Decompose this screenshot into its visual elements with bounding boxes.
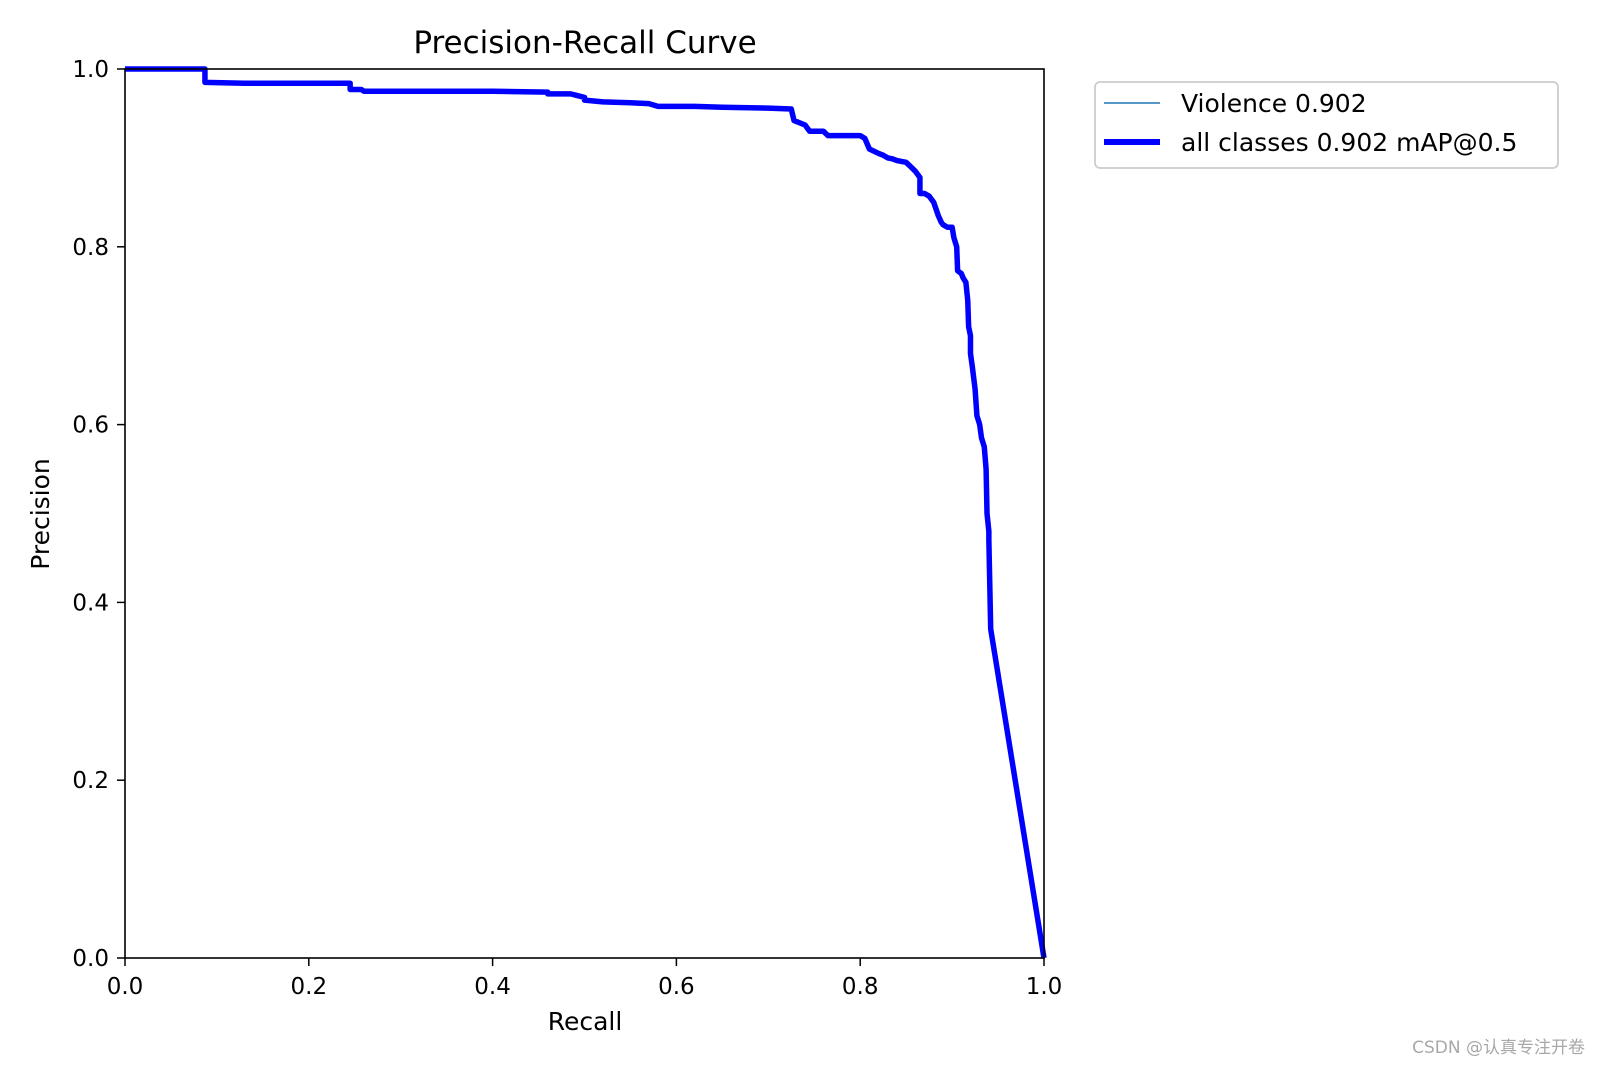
y-tick-label: 0.0	[72, 946, 109, 972]
x-tick-label: 0.4	[474, 974, 511, 1000]
y-tick-label: 0.4	[72, 590, 109, 616]
y-axis-label: Precision	[26, 458, 55, 570]
x-tick-label: 1.0	[1026, 974, 1063, 1000]
y-axis-ticks: 0.0 0.2 0.4 0.6 0.8 1.0	[72, 57, 125, 972]
x-tick-label: 0.2	[291, 974, 328, 1000]
legend: Violence 0.902 all classes 0.902 mAP@0.5	[1094, 81, 1559, 169]
legend-label-all-classes: all classes 0.902 mAP@0.5	[1181, 128, 1517, 157]
plot-area-frame	[124, 68, 1045, 959]
y-tick-label: 0.2	[72, 768, 109, 794]
x-axis-ticks: 0.0 0.2 0.4 0.6 0.8 1.0	[107, 958, 1063, 1000]
legend-label-violence: Violence 0.902	[1181, 89, 1367, 118]
x-tick-label: 0.8	[842, 974, 879, 1000]
x-axis-label: Recall	[548, 1007, 623, 1036]
y-tick-label: 0.6	[72, 413, 109, 439]
series-line-all-classes	[125, 66, 1047, 959]
chart-title: Precision-Recall Curve	[413, 25, 756, 61]
y-tick-label: 1.0	[72, 57, 109, 83]
plot-series-group	[125, 66, 1047, 959]
legend-box	[1094, 81, 1559, 169]
y-tick-label: 0.8	[72, 235, 109, 261]
x-tick-label: 0.0	[107, 974, 144, 1000]
watermark: CSDN @认真专注开卷	[1412, 1038, 1585, 1058]
x-tick-label: 0.6	[658, 974, 695, 1000]
